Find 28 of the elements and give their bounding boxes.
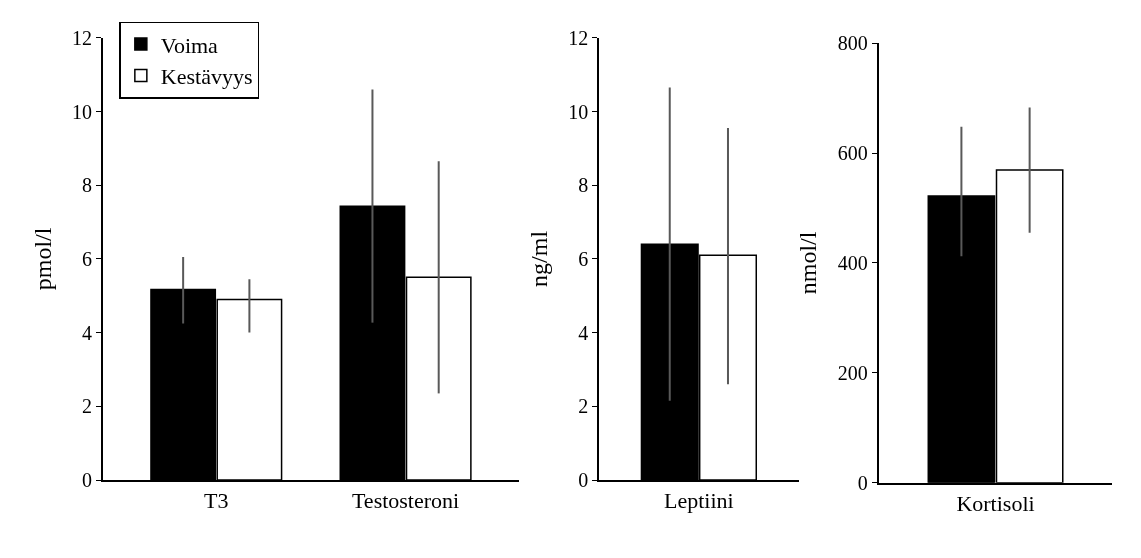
y-tick-label: 600 xyxy=(837,142,868,165)
legend-label: Kestävyys xyxy=(160,64,253,90)
x-tick-label: T3 xyxy=(204,488,229,514)
y-tick-label: 12 xyxy=(71,26,92,49)
y-axis-title: pmol/l xyxy=(29,227,56,291)
y-tick-label: 4 xyxy=(81,321,92,344)
y-tick-label: 8 xyxy=(578,174,589,197)
x-tick-label: Testosteroni xyxy=(351,488,460,514)
legend-label: Voima xyxy=(160,32,219,58)
y-tick-label: 4 xyxy=(578,321,589,344)
y-tick-label: 800 xyxy=(837,32,868,55)
y-tick-label: 6 xyxy=(578,247,589,270)
y-tick-label: 400 xyxy=(837,251,868,274)
x-tick-label: Kortisoli xyxy=(956,490,1035,516)
y-tick-label: 2 xyxy=(81,395,92,418)
x-tick-label: Leptiini xyxy=(664,488,734,514)
y-tick-label: 8 xyxy=(81,174,92,197)
y-tick-label: 10 xyxy=(71,100,92,123)
y-tick-label: 200 xyxy=(837,361,868,384)
y-tick-label: 0 xyxy=(81,469,92,491)
y-tick-label: 12 xyxy=(568,26,589,49)
y-tick-label: 6 xyxy=(81,247,92,270)
y-tick-label: 0 xyxy=(857,471,868,494)
y-axis-title: nmol/l xyxy=(795,231,822,295)
y-axis-title: ng/ml xyxy=(525,230,552,287)
y-tick-label: 0 xyxy=(578,469,589,491)
y-tick-label: 10 xyxy=(568,100,589,123)
y-tick-label: 2 xyxy=(578,395,589,418)
